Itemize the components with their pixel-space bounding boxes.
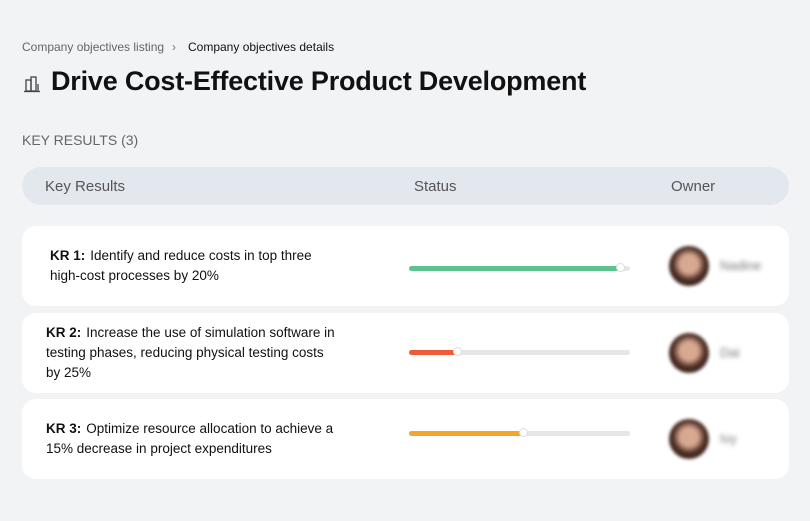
key-result-card[interactable]: KR 1: Identify and reduce costs in top th…	[22, 226, 789, 306]
section-label: KEY RESULTS (3)	[22, 132, 139, 148]
page-title: Drive Cost-Effective Product Development	[51, 66, 587, 96]
owner-name: Dai	[720, 345, 740, 360]
table-header: Key Results Status Owner	[22, 167, 789, 205]
key-result-description: Increase the use of simulation software …	[46, 325, 335, 380]
key-result-id: KR 1:	[50, 248, 86, 263]
key-result-text: KR 2: Increase the use of simulation soft…	[46, 323, 338, 383]
breadcrumb-link[interactable]: Company objectives listing	[22, 40, 165, 54]
progress-knob	[616, 263, 626, 272]
key-result-card[interactable]: KR 3: Optimize resource allocation to ach…	[22, 399, 789, 479]
column-header: Owner	[671, 178, 716, 195]
progress-fill	[409, 350, 458, 355]
progress-fill	[409, 266, 622, 271]
breadcrumb-separator: ›	[172, 40, 176, 54]
progress-knob	[518, 428, 528, 437]
owner-avatar	[669, 333, 709, 373]
objective-icon	[24, 76, 40, 93]
column-header: Status	[414, 178, 457, 195]
progress-track	[409, 263, 630, 272]
key-result-text: KR 1: Identify and reduce costs in top th…	[50, 246, 342, 286]
breadcrumb-current: Company objectives details	[188, 40, 335, 54]
key-result-id: KR 2:	[46, 325, 82, 340]
progress-track	[409, 428, 630, 437]
key-result-description: Optimize resource allocation to achieve …	[46, 421, 334, 456]
owner-avatar	[669, 246, 709, 286]
key-result-card[interactable]: KR 2: Increase the use of simulation soft…	[22, 313, 789, 393]
column-header: Key Results	[45, 178, 126, 195]
progress-knob	[452, 347, 462, 356]
owner-avatar	[669, 419, 709, 459]
key-result-description: Identify and reduce costs in top three h…	[50, 248, 312, 283]
key-result-text: KR 3: Optimize resource allocation to ach…	[46, 419, 338, 459]
progress-track	[409, 347, 630, 356]
progress-fill	[409, 431, 524, 436]
owner-name: Ivy	[720, 431, 737, 446]
owner-name: Nadine	[720, 258, 762, 273]
key-result-id: KR 3:	[46, 421, 82, 436]
